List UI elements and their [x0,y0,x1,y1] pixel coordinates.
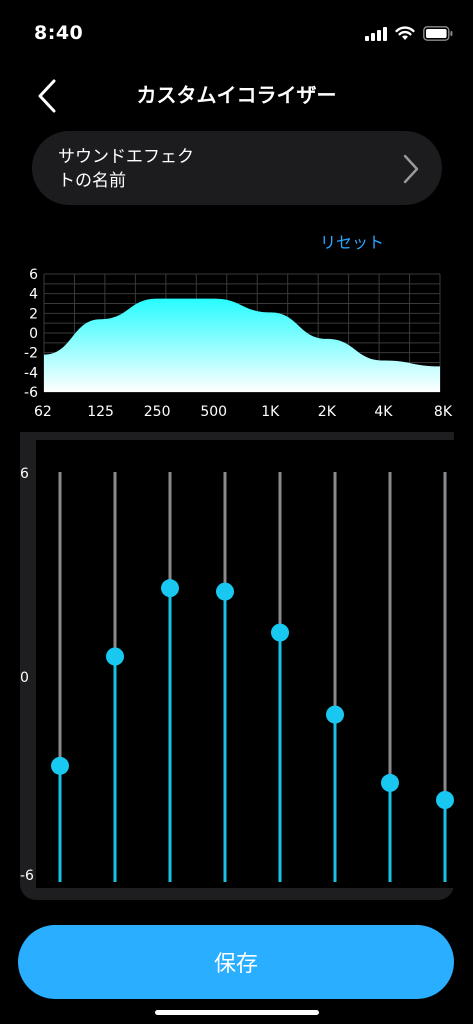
x-tick-label: 500 [200,404,227,420]
frequency-response-chart: 6 4 2 0 -2 -4 -6 62 125 250 500 1K 2K 4K 8K [24,267,453,420]
save-button[interactable]: 保存 [18,925,454,999]
eq-slider-knob[interactable] [216,582,234,601]
y-tick-label: -6 [24,385,38,401]
y-tick-label: 4 [29,287,38,303]
battery-icon [423,26,453,41]
y-tick-label: -4 [24,365,38,381]
nav-bar: カスタムイコライザー [0,70,473,120]
eq-slider-knob[interactable] [161,579,179,598]
x-tick-label: 8K [434,404,453,420]
status-icons [365,26,453,41]
eq-scale-label: 6 [20,466,29,482]
x-tick-label: 125 [87,404,114,420]
sound-effect-name-row[interactable]: サウンドエフェク トの名前 [32,131,442,205]
y-tick-label: 2 [29,306,38,322]
x-tick-label: 2K [318,404,337,420]
x-tick-label: 62 [34,404,52,420]
chevron-right-icon [403,154,419,184]
eq-slider-knob[interactable] [106,647,124,666]
status-bar: 8:40 [0,0,473,70]
equalizer-sliders: 6 0 -6 [20,466,454,884]
status-time: 8:40 [34,22,84,44]
eq-slider-knob[interactable] [436,791,454,809]
sound-effect-name: サウンドエフェク トの名前 [58,147,194,191]
x-tick-label: 1K [261,404,280,420]
back-button[interactable] [34,78,64,114]
eq-scale-label: -6 [20,868,34,884]
eq-slider-knob[interactable] [271,623,289,642]
page-title: カスタムイコライザー [136,83,337,107]
wifi-icon [395,26,415,40]
eq-slider-knob[interactable] [51,756,69,775]
eq-slider-knob[interactable] [381,773,399,792]
response-curve-area [44,298,440,392]
chevron-left-icon [38,79,56,113]
eq-slider-knob[interactable] [326,705,344,724]
y-tick-label: 0 [29,326,38,342]
y-tick-label: -2 [24,346,38,362]
y-tick-label: 6 [29,267,38,283]
equalizer-area [36,440,454,888]
x-tick-label: 250 [144,404,171,420]
home-indicator [155,1010,319,1015]
x-tick-label: 4K [374,404,393,420]
eq-scale-label: 0 [20,670,29,686]
reset-button[interactable]: リセット [320,233,385,252]
signal-icon [365,26,387,41]
